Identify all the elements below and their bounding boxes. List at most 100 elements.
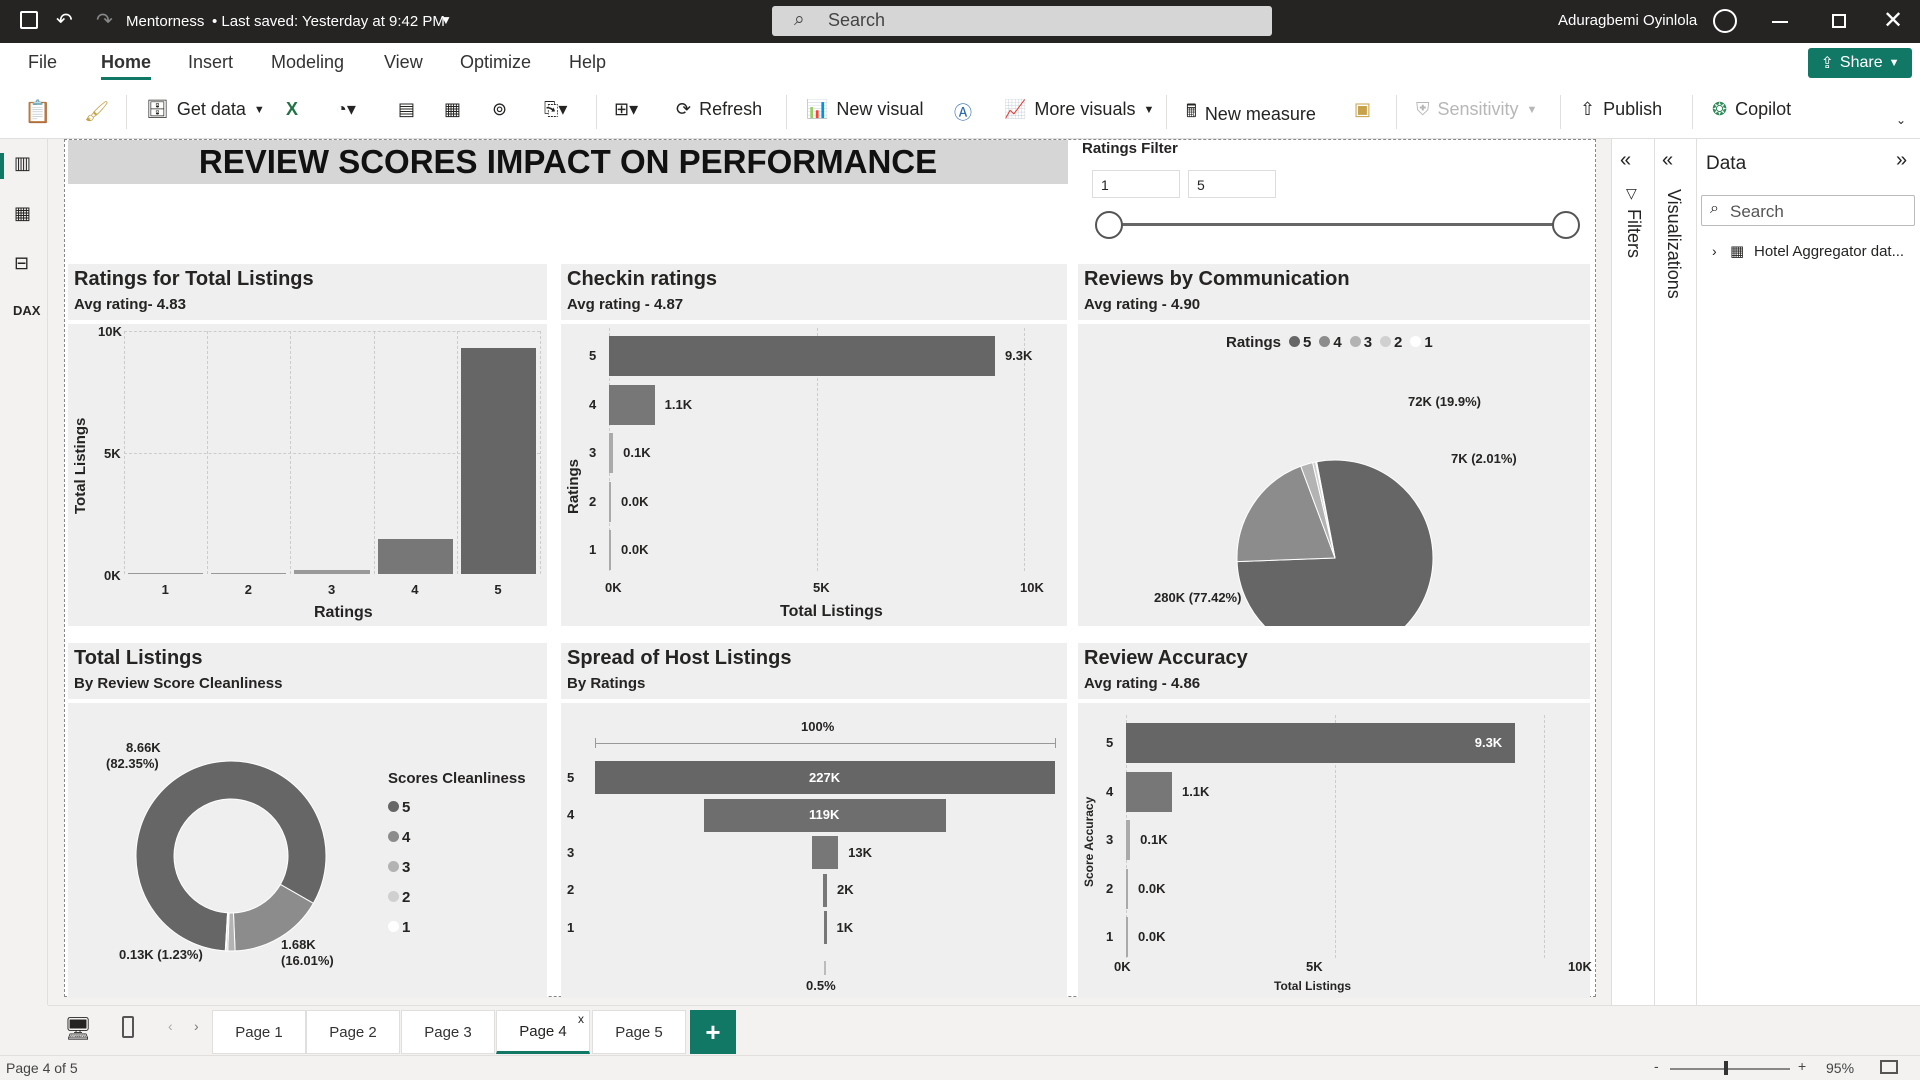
chart-host-listings-funnel[interactable]: Spread of Host Listings By Ratings 100% … — [561, 643, 1067, 998]
menu-help[interactable]: Help — [569, 52, 607, 72]
slicer-handle-max[interactable] — [1552, 211, 1580, 239]
desktop-layout-icon[interactable]: 🖥 — [64, 1016, 92, 1041]
zoom-slider-handle[interactable] — [1724, 1061, 1728, 1075]
y-tick-label: 4 — [589, 396, 597, 412]
chart-review-accuracy[interactable]: Review Accuracy Avg rating - 4.86 Score … — [1078, 643, 1592, 998]
page-tab-2[interactable]: Page 2 — [306, 1010, 400, 1054]
donut-label: (16.01%) — [281, 953, 334, 968]
chart-cleanliness-donut[interactable]: Total Listings By Review Score Cleanline… — [68, 643, 547, 998]
legend-item[interactable]: 4 — [388, 829, 410, 846]
save-icon[interactable] — [20, 11, 38, 29]
ribbon: 📋 🖌 🗄 Get data ▼ X ◔▾ ▤ ▦ ⊚ ⎘▾ ⊞▾ ⟳ Refresh… — [0, 83, 1920, 139]
chart-reviews-communication[interactable]: Reviews by Communication Avg rating - 4.… — [1078, 264, 1590, 626]
zoom-in-icon[interactable]: + — [1798, 1058, 1807, 1074]
filters-pane-tab[interactable]: Filters — [1624, 209, 1644, 258]
enter-data-icon[interactable]: ▦ — [444, 99, 462, 119]
recent-sources-icon[interactable]: ⎘▾ — [544, 99, 568, 119]
chevron-down-icon[interactable]: ▼ — [440, 13, 452, 27]
avatar-icon[interactable] — [1713, 9, 1737, 33]
slicer-handle-min[interactable] — [1095, 211, 1123, 239]
legend-item[interactable]: 1 — [388, 919, 410, 936]
collapse-filters-icon[interactable]: « — [1620, 149, 1632, 171]
legend-item[interactable]: 5 — [1289, 334, 1311, 351]
data-label: 1.1K — [1181, 783, 1210, 799]
legend-item[interactable]: 4 — [1319, 334, 1342, 351]
undo-icon[interactable]: ↶ — [56, 10, 73, 32]
slice-5[interactable] — [135, 760, 327, 952]
dataverse-icon[interactable]: ▤ — [398, 99, 416, 119]
legend-item[interactable]: 2 — [1380, 334, 1402, 351]
zoom-out-icon[interactable]: - — [1654, 1058, 1659, 1074]
report-view-icon[interactable]: ▥ — [14, 153, 32, 173]
page-tab-3[interactable]: Page 3 — [401, 1010, 495, 1054]
copilot-button[interactable]: ❂ Copilot — [1712, 99, 1791, 120]
table-view-icon[interactable]: ▦ — [14, 203, 32, 223]
visualizations-pane-tab[interactable]: Visualizations — [1664, 189, 1684, 299]
excel-icon[interactable]: X — [286, 99, 299, 119]
more-visuals-button[interactable]: 📈 More visuals ▼ — [1004, 99, 1154, 120]
slice-1[interactable] — [224, 912, 229, 952]
data-search-input[interactable]: ⌕ Search — [1701, 195, 1915, 226]
share-button[interactable]: ⇪ Share ▼ — [1808, 48, 1912, 78]
slice-5[interactable] — [1236, 459, 1434, 626]
menu-home[interactable]: Home — [101, 52, 152, 80]
dataflows-icon[interactable]: ⊚ — [492, 99, 508, 119]
slice-4[interactable] — [1236, 465, 1336, 563]
zoom-slider[interactable] — [1670, 1068, 1790, 1070]
legend-item[interactable]: 3 — [388, 859, 410, 876]
new-measure-button[interactable]: 🖩 New measure — [1186, 99, 1316, 129]
scroll-left-icon[interactable]: ‹ — [168, 1018, 173, 1034]
legend-item[interactable]: 3 — [1349, 334, 1372, 351]
mobile-layout-icon[interactable] — [122, 1016, 134, 1038]
collapse-visualizations-icon[interactable]: « — [1662, 149, 1674, 171]
y-tick-label: 2 — [589, 493, 597, 509]
legend-item[interactable]: 1 — [1410, 334, 1433, 351]
data-table-name[interactable]: Hotel Aggregator dat... — [1754, 243, 1905, 260]
redo-icon[interactable]: ↷ — [96, 10, 113, 32]
new-visual-button[interactable]: 📊 New visual — [806, 99, 923, 120]
saved-status[interactable]: • Last saved: Yesterday at 9:42 PM — [212, 13, 445, 30]
get-data-button[interactable]: 🗄 Get data ▼ — [146, 99, 265, 120]
legend-item[interactable]: 5 — [388, 799, 410, 816]
refresh-button[interactable]: ⟳ Refresh — [676, 99, 762, 120]
transform-data-icon[interactable]: ⊞▾ — [614, 99, 639, 119]
slicer-max-input[interactable]: 5 — [1188, 170, 1276, 198]
global-search[interactable]: ⌕ Search — [772, 6, 1272, 36]
scroll-right-icon[interactable]: › — [194, 1018, 199, 1034]
chevron-right-icon[interactable]: › — [1712, 243, 1717, 259]
paste-icon[interactable]: 📋 — [24, 99, 52, 124]
text-box-icon[interactable]: Ⓐ — [954, 103, 972, 123]
close-icon[interactable]: ✕ — [1883, 7, 1904, 34]
minimize-icon[interactable] — [1772, 21, 1788, 23]
publish-button[interactable]: ⇧ Publish — [1580, 99, 1662, 120]
slicer-min-input[interactable]: 1 — [1092, 170, 1180, 198]
menu-view[interactable]: View — [384, 52, 423, 72]
share-icon: ⇪ — [1820, 55, 1834, 72]
quick-measure-icon[interactable]: ▣ — [1354, 99, 1372, 119]
slice-1[interactable] — [1315, 461, 1336, 559]
page-tab-4[interactable]: Page 4 — [496, 1010, 590, 1054]
expand-data-icon[interactable]: » — [1896, 149, 1908, 171]
page-tab-1[interactable]: Page 1 — [212, 1010, 306, 1054]
format-painter-icon[interactable]: 🖌 — [84, 101, 110, 123]
data-label: 13K — [848, 844, 873, 860]
close-tab-icon[interactable]: x — [578, 1012, 584, 1026]
restore-icon[interactable] — [1832, 14, 1846, 28]
page-tab-5[interactable]: Page 5 — [592, 1010, 686, 1054]
add-page-button[interactable]: + — [690, 1010, 736, 1054]
model-view-icon[interactable]: ⊟ — [14, 253, 30, 273]
chart-checkin-ratings[interactable]: Checkin ratings Avg rating - 4.87 Rating… — [561, 264, 1067, 626]
onelake-icon[interactable]: ◔▾ — [336, 99, 356, 119]
donut-svg — [135, 760, 327, 952]
ribbon-collapse-icon[interactable]: ⌄ — [1896, 113, 1907, 127]
menu-file[interactable]: File — [28, 52, 58, 72]
dax-query-icon[interactable]: DAX — [13, 303, 41, 318]
menu-modeling[interactable]: Modeling — [271, 52, 345, 72]
fit-to-page-icon[interactable] — [1880, 1060, 1898, 1074]
refresh-icon: ⟳ — [676, 99, 692, 119]
donut-label: 0.13K (1.23%) — [119, 947, 203, 962]
legend-item[interactable]: 2 — [388, 889, 410, 906]
chart-ratings-total-listings[interactable]: Ratings for Total Listings Avg rating- 4… — [68, 264, 547, 626]
menu-optimize[interactable]: Optimize — [460, 52, 532, 72]
menu-insert[interactable]: Insert — [188, 52, 234, 72]
